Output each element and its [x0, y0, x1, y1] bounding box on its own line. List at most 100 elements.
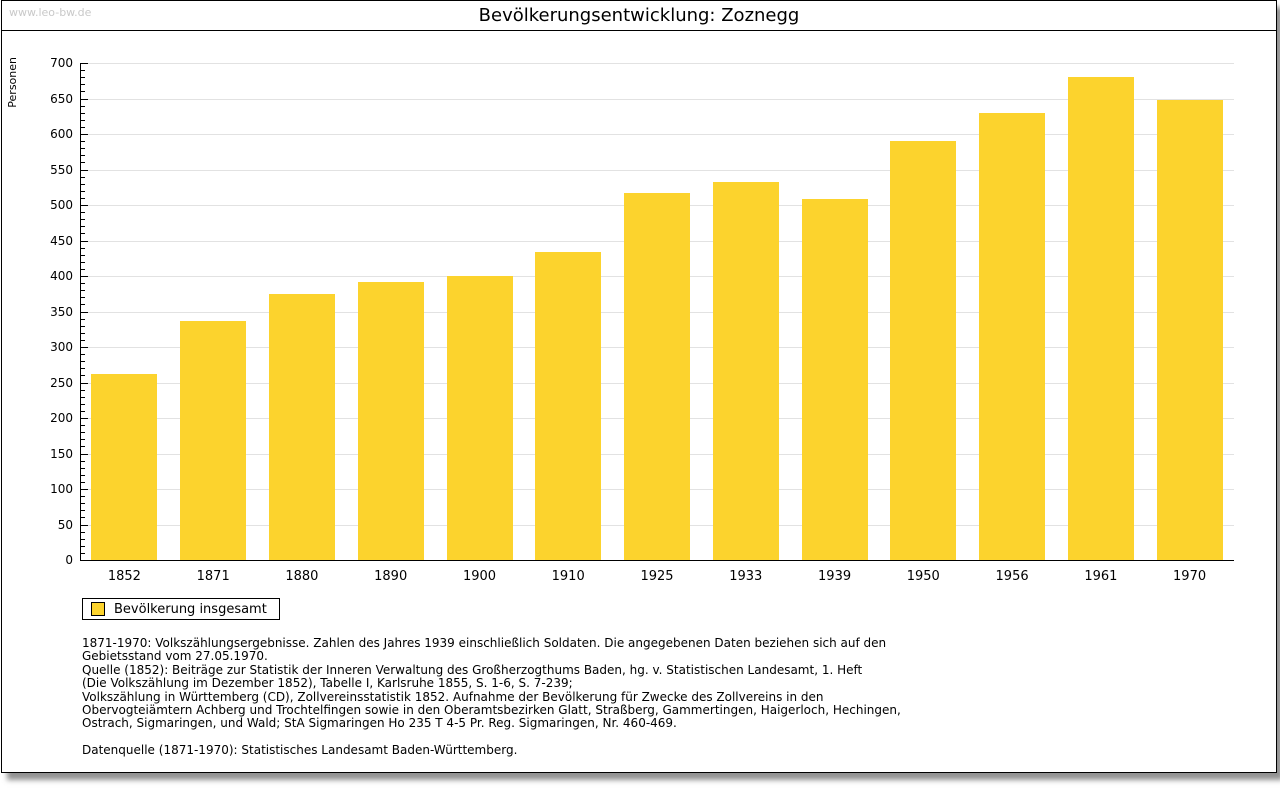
gridline	[81, 134, 1234, 135]
y-minor-tick	[81, 439, 85, 441]
y-minor-tick	[81, 219, 85, 221]
y-minor-tick	[81, 368, 85, 370]
bar-1933	[712, 181, 779, 560]
y-minor-tick	[81, 410, 85, 412]
y-minor-tick	[81, 503, 85, 505]
y-minor-tick	[81, 361, 85, 363]
y-tick-label: 650	[50, 91, 73, 106]
y-major-tick	[81, 489, 88, 490]
x-tick-label: 1871	[196, 569, 230, 584]
x-tick-label: 1939	[818, 569, 852, 584]
y-minor-tick	[81, 261, 85, 263]
y-minor-tick	[81, 148, 85, 150]
y-tick-label: 550	[50, 162, 73, 177]
y-minor-tick	[81, 403, 85, 405]
x-tick-label: 1933	[729, 569, 763, 584]
gridline	[81, 63, 1234, 64]
y-minor-tick	[81, 297, 85, 299]
bar-1950	[890, 141, 957, 560]
y-minor-tick	[81, 105, 85, 107]
y-minor-tick	[81, 538, 85, 540]
y-tick-label: 200	[50, 411, 73, 425]
x-tick-label: 1890	[374, 569, 408, 584]
y-minor-tick	[81, 176, 85, 178]
y-major-tick	[81, 524, 88, 526]
x-tick-label: 1970	[1173, 569, 1207, 584]
y-minor-tick	[81, 460, 85, 462]
y-minor-tick	[81, 510, 85, 512]
y-minor-tick	[81, 545, 85, 547]
y-minor-tick	[81, 283, 85, 285]
y-tick-label: 150	[50, 446, 73, 461]
legend-swatch	[91, 602, 105, 616]
footnote-line: Ostrach, Sigmaringen, und Wald; StA Sigm…	[82, 716, 677, 731]
y-minor-tick	[81, 141, 85, 143]
y-tick-label: 450	[50, 233, 73, 248]
x-tick-label: 1852	[107, 569, 141, 584]
y-major-tick	[81, 418, 88, 419]
footnote-line: Volkszählung in Württemberg (CD), Zollve…	[82, 689, 824, 704]
y-minor-tick	[81, 332, 85, 334]
y-major-tick	[81, 276, 88, 277]
y-tick-label: 600	[50, 127, 73, 141]
bar-1871	[180, 321, 247, 560]
y-minor-tick	[81, 226, 85, 228]
footnote-line: Gebietsstand vom 27.05.1970.	[82, 649, 268, 664]
y-major-tick	[81, 169, 88, 171]
y-tick-label: 300	[50, 340, 73, 354]
page-frame: www.leo-bw.de Bevölkerungsentwicklung: Z…	[1, 0, 1277, 773]
y-minor-tick	[81, 84, 85, 86]
y-minor-tick	[81, 233, 85, 235]
y-minor-tick	[81, 126, 85, 128]
y-tick-label: 400	[50, 269, 73, 283]
y-minor-tick	[81, 375, 85, 377]
y-minor-tick	[81, 425, 85, 427]
y-tick-label: 50	[57, 517, 73, 532]
y-minor-tick	[81, 155, 85, 157]
x-tick-label: 1900	[462, 569, 497, 584]
gridline	[81, 169, 1234, 171]
y-minor-tick	[81, 496, 85, 498]
gridline	[81, 98, 1234, 100]
y-minor-tick	[81, 77, 85, 79]
watermark: www.leo-bw.de	[9, 6, 92, 19]
y-minor-tick	[81, 70, 85, 72]
x-tick-label: 1925	[640, 569, 674, 584]
y-minor-tick	[81, 517, 85, 519]
chart-title: Bevölkerungsentwicklung: Zoznegg	[478, 5, 800, 26]
y-tick-label: 700	[50, 56, 73, 70]
x-tick-label: 1961	[1084, 569, 1118, 584]
y-minor-tick	[81, 481, 85, 483]
y-minor-tick	[81, 183, 85, 185]
x-axis-line	[80, 560, 1234, 561]
y-minor-tick	[81, 396, 85, 398]
y-tick-label: 100	[50, 482, 73, 496]
y-minor-tick	[81, 212, 85, 214]
bar-1961	[1067, 76, 1134, 560]
header-bar: www.leo-bw.de Bevölkerungsentwicklung: Z…	[2, 1, 1276, 31]
legend: Bevölkerung insgesamt	[82, 598, 280, 620]
bar-1939	[801, 198, 868, 560]
y-minor-tick	[81, 197, 85, 199]
footnote-line: 1871-1970: Volkszählungsergebnisse. Zahl…	[82, 636, 887, 650]
bar-chart: 0 50 100 150 200 250 300 350 400 450 500 550 600 650 7…	[2, 1, 1276, 772]
bar-1970	[1156, 99, 1223, 560]
footnote-line: Quelle (1852): Beiträge zur Statistik de…	[82, 662, 863, 677]
footnote-line: (Die Volkszählung im Dezember 1852), Tab…	[82, 676, 573, 691]
y-minor-tick	[81, 254, 85, 256]
y-minor-tick	[81, 247, 85, 249]
y-minor-tick	[81, 290, 85, 292]
y-minor-tick	[81, 190, 85, 192]
y-minor-tick	[81, 162, 85, 164]
bar-1880	[268, 293, 335, 561]
bar-1852	[91, 374, 158, 560]
y-tick-label: 350	[50, 304, 73, 319]
y-minor-tick	[81, 531, 85, 533]
y-tick-label: 250	[50, 375, 73, 390]
y-minor-tick	[81, 474, 85, 476]
x-tick-label: 1956	[995, 569, 1029, 584]
y-major-tick	[81, 311, 88, 313]
bar-1900	[446, 276, 513, 560]
x-tick-label: 1910	[551, 569, 585, 584]
y-minor-tick	[81, 446, 85, 448]
